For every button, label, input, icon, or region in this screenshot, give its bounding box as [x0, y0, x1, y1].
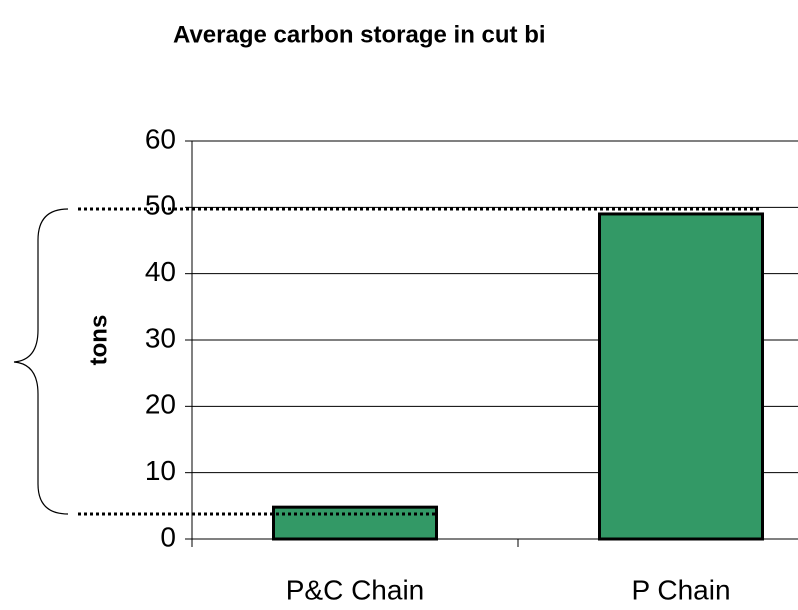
x-tick-label: P Chain	[631, 574, 730, 605]
brace	[13, 208, 69, 515]
plot-area: 0 10 20 30 40 50 60 P&C Chain P Chain	[145, 123, 798, 605]
y-tick-label: 30	[145, 322, 176, 353]
y-axis-label: tons	[85, 315, 112, 366]
y-tick-label: 0	[160, 521, 176, 552]
chart-title: Average carbon storage in cut bi	[173, 21, 546, 48]
y-tick-label: 40	[145, 256, 176, 287]
bar	[598, 212, 764, 541]
y-tick-label: 60	[145, 123, 176, 154]
bar	[272, 505, 438, 541]
y-tick-label: 10	[145, 455, 176, 486]
x-tick-label: P&C Chain	[286, 574, 425, 605]
y-tick-label: 20	[145, 389, 176, 420]
y-tick-label: 50	[145, 190, 176, 221]
